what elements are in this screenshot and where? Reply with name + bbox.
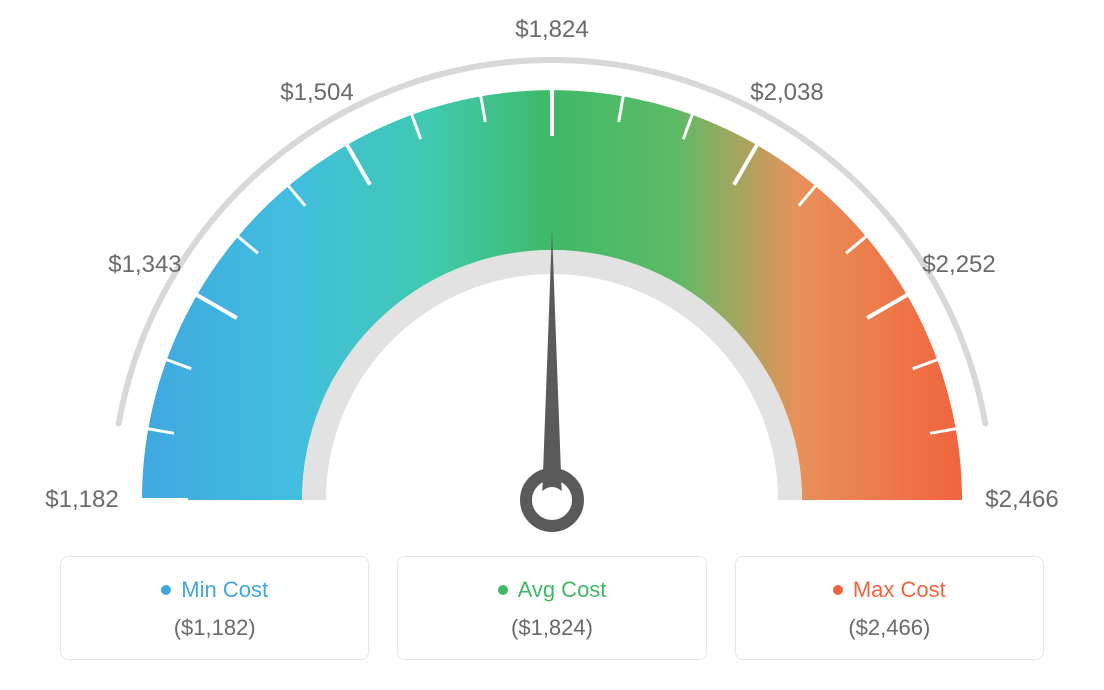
legend-title-max: Max Cost xyxy=(833,577,946,603)
gauge-tick-label: $2,252 xyxy=(922,251,995,279)
gauge-tick-label: $1,343 xyxy=(108,251,181,279)
legend-card-avg: Avg Cost ($1,824) xyxy=(397,556,706,660)
legend-label: Max Cost xyxy=(853,577,946,603)
legend-card-min: Min Cost ($1,182) xyxy=(60,556,369,660)
cost-gauge-widget: $1,182 $1,343 $1,504 $1,824 $2,038 $2,252 $2,4… xyxy=(0,0,1104,690)
legend-value: ($2,466) xyxy=(746,615,1033,641)
legend-label: Min Cost xyxy=(181,577,268,603)
legend-card-max: Max Cost ($2,466) xyxy=(735,556,1044,660)
gauge-tick-label: $1,182 xyxy=(45,486,118,514)
gauge-tick-label: $2,466 xyxy=(985,486,1058,514)
gauge-chart: $1,182 $1,343 $1,504 $1,824 $2,038 $2,252 $2,4… xyxy=(0,0,1104,540)
legend-label: Avg Cost xyxy=(518,577,607,603)
dot-icon xyxy=(161,585,171,595)
legend-value: ($1,182) xyxy=(71,615,358,641)
legend-row: Min Cost ($1,182) Avg Cost ($1,824) Max … xyxy=(60,556,1044,660)
gauge-tick-label: $2,038 xyxy=(750,79,823,107)
dot-icon xyxy=(498,585,508,595)
legend-title-min: Min Cost xyxy=(161,577,268,603)
legend-title-avg: Avg Cost xyxy=(498,577,607,603)
gauge-svg xyxy=(0,0,1104,560)
gauge-tick-label: $1,824 xyxy=(515,16,588,44)
gauge-tick-label: $1,504 xyxy=(280,79,353,107)
legend-value: ($1,824) xyxy=(408,615,695,641)
dot-icon xyxy=(833,585,843,595)
